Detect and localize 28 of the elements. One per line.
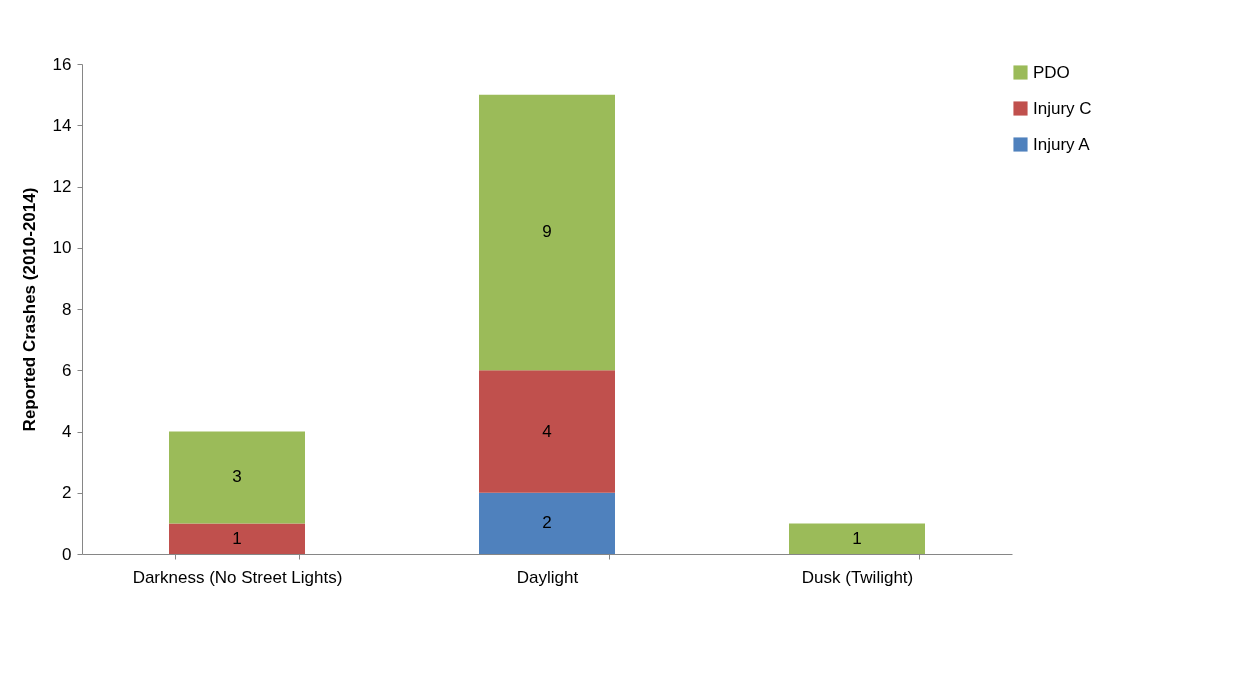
y-tick-label: 0	[62, 544, 72, 564]
x-tick-label: Dusk (Twilight)	[801, 567, 914, 587]
y-tick-label: 8	[62, 299, 72, 319]
legend-label: Injury C	[1033, 98, 1092, 118]
bar	[479, 94, 615, 371]
data-label: 9	[542, 222, 552, 242]
y-tick-label: 2	[62, 483, 72, 503]
bar	[479, 492, 615, 554]
data-label: 1	[232, 528, 242, 548]
bar	[169, 431, 305, 524]
y-tick-label: 6	[62, 360, 72, 380]
legend-label: PDO	[1033, 62, 1070, 82]
y-tick-label: 4	[62, 422, 72, 441]
bar	[169, 523, 305, 554]
x-tick-label: Daylight	[516, 567, 579, 587]
bar	[479, 370, 615, 493]
data-label: 3	[232, 467, 242, 487]
y-tick-label: 16	[52, 54, 72, 74]
data-label: 1	[852, 528, 862, 548]
y-tick-label: 14	[52, 115, 72, 135]
x-tick-label: Darkness (No Street Lights)	[132, 567, 343, 587]
legend-label: Injury A	[1033, 134, 1091, 154]
data-label: 4	[542, 421, 552, 441]
y-axis-title: Reported Crashes (2010-2014)	[19, 187, 39, 432]
data-label: 2	[542, 513, 552, 533]
bar	[789, 523, 925, 554]
y-tick-label: 10	[52, 238, 72, 258]
y-tick-label: 12	[52, 177, 72, 196]
